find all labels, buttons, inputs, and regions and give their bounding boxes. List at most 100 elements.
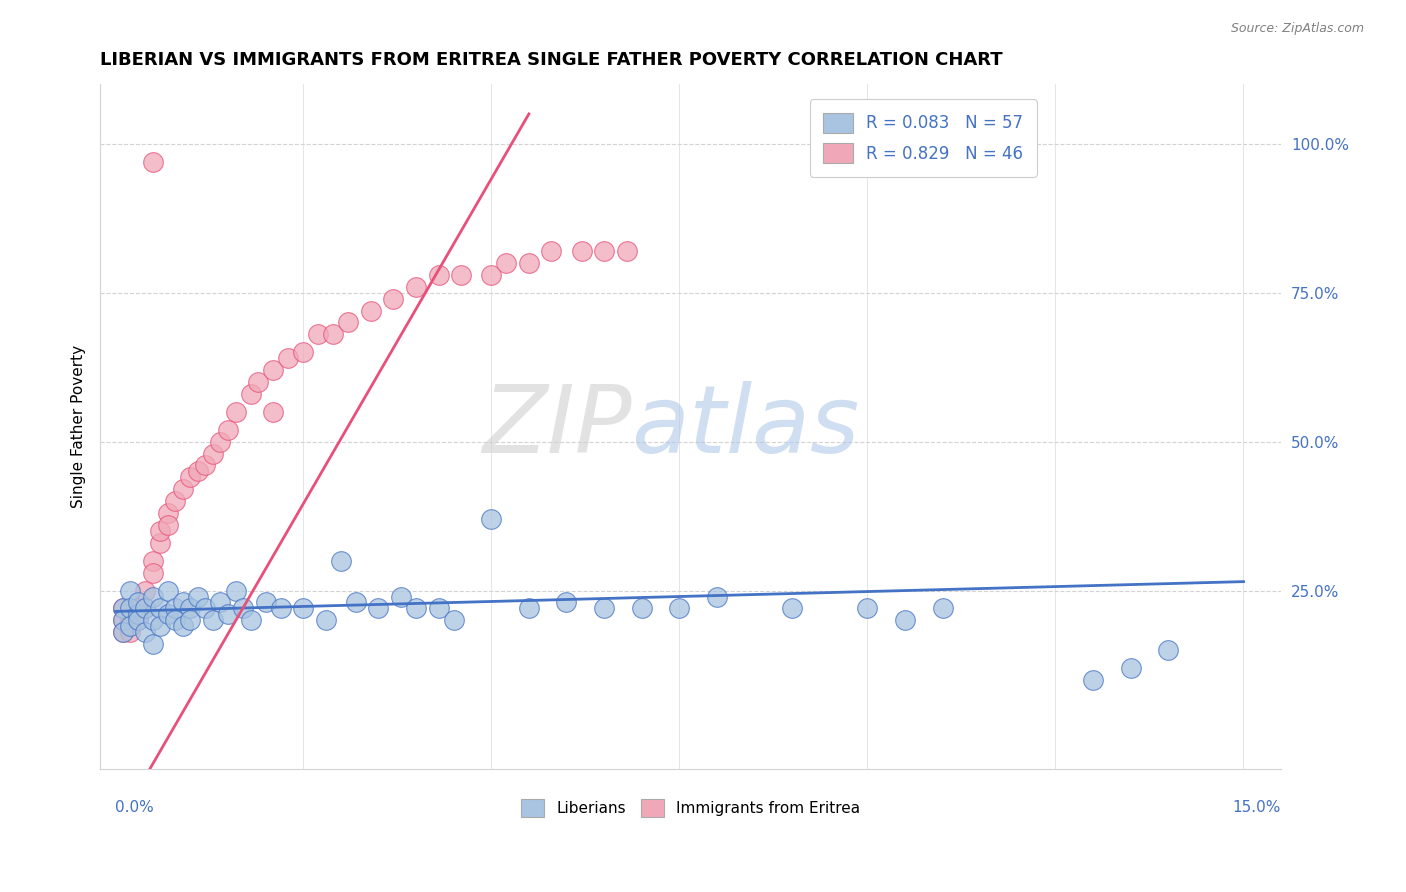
Text: 0.0%: 0.0% [115, 800, 153, 815]
Point [443, 613, 465, 627]
Point [142, 154, 165, 169]
Point [165, 601, 187, 615]
Point [360, 303, 382, 318]
Point [1119, 661, 1142, 675]
Point [593, 244, 616, 258]
Point [156, 506, 179, 520]
Text: atlas: atlas [631, 381, 860, 472]
Point [254, 595, 277, 609]
Point [142, 590, 165, 604]
Point [322, 327, 344, 342]
Point [172, 595, 194, 609]
Point [111, 601, 134, 615]
Point [427, 601, 450, 615]
Point [209, 434, 232, 449]
Point [450, 268, 472, 282]
Point [479, 512, 502, 526]
Text: ZIP: ZIP [482, 381, 631, 472]
Point [367, 601, 389, 615]
Point [127, 613, 149, 627]
Point [931, 601, 953, 615]
Point [149, 536, 172, 550]
Point [427, 268, 450, 282]
Point [225, 405, 247, 419]
Point [389, 590, 412, 604]
Point [127, 601, 149, 615]
Point [668, 601, 690, 615]
Point [142, 637, 165, 651]
Legend: Liberians, Immigrants from Eritrea: Liberians, Immigrants from Eritrea [515, 792, 866, 823]
Point [127, 613, 149, 627]
Point [517, 256, 540, 270]
Point [127, 595, 149, 609]
Point [142, 566, 165, 580]
Point [856, 601, 879, 615]
Point [225, 583, 247, 598]
Point [1081, 673, 1104, 687]
Point [142, 554, 165, 568]
Point [120, 619, 142, 633]
Point [134, 601, 156, 615]
Point [382, 292, 405, 306]
Point [247, 375, 270, 389]
Point [780, 601, 803, 615]
Point [179, 470, 201, 484]
Point [894, 613, 917, 627]
Point [405, 279, 427, 293]
Point [209, 595, 232, 609]
Point [217, 423, 239, 437]
Point [156, 518, 179, 533]
Point [706, 590, 728, 604]
Point [307, 327, 329, 342]
Point [495, 256, 517, 270]
Point [156, 583, 179, 598]
Point [479, 268, 502, 282]
Point [270, 601, 292, 615]
Text: Source: ZipAtlas.com: Source: ZipAtlas.com [1230, 22, 1364, 36]
Point [217, 607, 239, 622]
Point [165, 494, 187, 508]
Point [165, 613, 187, 627]
Point [517, 601, 540, 615]
Point [127, 607, 149, 622]
Point [571, 244, 593, 258]
Point [111, 613, 134, 627]
Point [156, 607, 179, 622]
Point [172, 619, 194, 633]
Point [1157, 643, 1180, 657]
Point [292, 601, 315, 615]
Point [149, 619, 172, 633]
Point [201, 446, 224, 460]
Point [120, 601, 142, 615]
Point [232, 601, 254, 615]
Point [315, 613, 337, 627]
Point [187, 464, 209, 478]
Point [194, 601, 217, 615]
Point [201, 613, 224, 627]
Point [111, 625, 134, 640]
Point [616, 244, 638, 258]
Point [149, 524, 172, 538]
Point [134, 625, 156, 640]
Point [405, 601, 427, 615]
Point [593, 601, 616, 615]
Point [134, 583, 156, 598]
Point [111, 625, 134, 640]
Point [292, 345, 315, 359]
Point [149, 601, 172, 615]
Point [142, 613, 165, 627]
Point [239, 387, 262, 401]
Point [111, 601, 134, 615]
Point [277, 351, 299, 366]
Point [187, 590, 209, 604]
Point [194, 458, 217, 473]
Y-axis label: Single Father Poverty: Single Father Poverty [72, 345, 86, 508]
Point [555, 595, 578, 609]
Text: LIBERIAN VS IMMIGRANTS FROM ERITREA SINGLE FATHER POVERTY CORRELATION CHART: LIBERIAN VS IMMIGRANTS FROM ERITREA SING… [100, 51, 1002, 69]
Point [239, 613, 262, 627]
Point [344, 595, 367, 609]
Point [179, 613, 201, 627]
Point [120, 625, 142, 640]
Point [630, 601, 652, 615]
Text: 15.0%: 15.0% [1233, 800, 1281, 815]
